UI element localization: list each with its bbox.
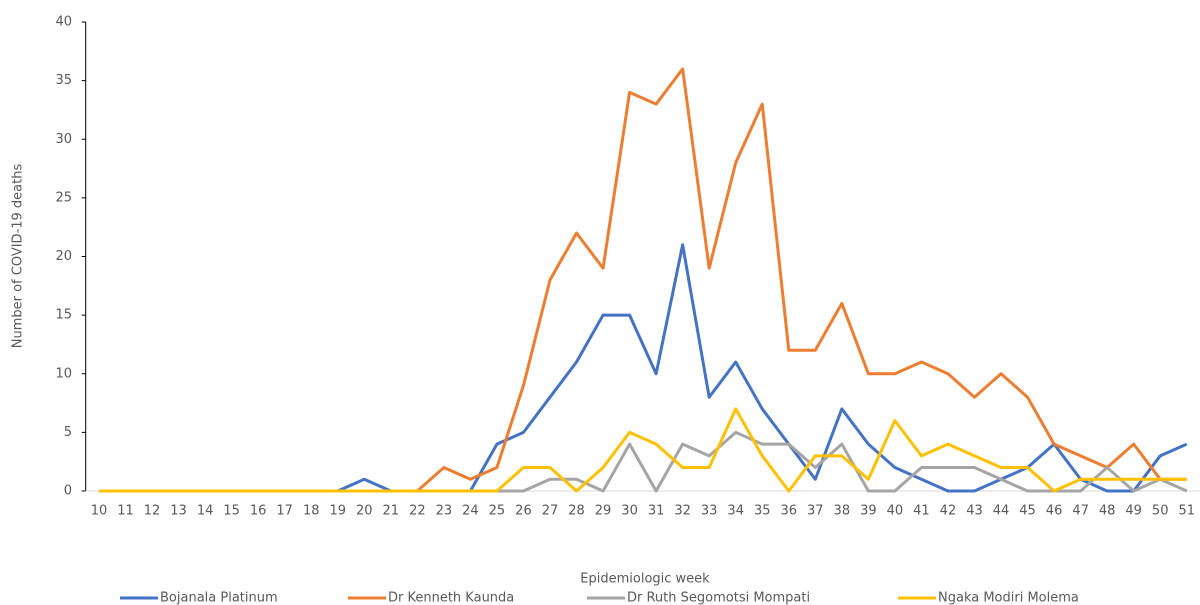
x-tick-label: 18 [303,504,320,519]
x-tick-label: 31 [648,504,665,519]
x-tick-label: 25 [489,504,506,519]
x-tick-label: 36 [780,504,797,519]
x-tick-label: 19 [329,504,346,519]
x-tick-label: 21 [383,504,400,519]
y-tick-label: 30 [55,132,72,147]
series-line [98,407,1187,493]
x-tick-label: 40 [887,504,904,519]
y-tick-label: 5 [64,425,72,440]
y-tick-label: 35 [55,73,72,88]
x-tick-label: 17 [276,504,293,519]
x-tick-label: 47 [1072,504,1089,519]
x-tick-label: 16 [250,504,267,519]
x-tick-label: 27 [542,504,559,519]
x-axis-title: Epidemiologic week [580,572,710,587]
x-tick-label: 51 [1178,504,1195,519]
y-tick-label: 15 [55,308,72,323]
x-tick-label: 23 [436,504,453,519]
x-tick-label: 50 [1152,504,1169,519]
x-tick-label: 39 [860,504,877,519]
x-tick-label: 11 [117,504,134,519]
x-tick-label: 38 [834,504,851,519]
x-tick-label: 29 [595,504,612,519]
y-tick-label: 40 [55,15,72,30]
series-line [98,67,1187,493]
x-tick-label: 41 [913,504,930,519]
x-tick-label: 35 [754,504,771,519]
x-tick-label: 28 [568,504,585,519]
y-tick-label: 25 [55,190,72,205]
series-line [98,243,1188,493]
x-tick-label: 44 [993,504,1010,519]
x-tick-label: 13 [170,504,187,519]
x-tick-label: 49 [1125,504,1142,519]
x-tick-label: 15 [223,504,240,519]
x-tick-label: 14 [197,504,214,519]
x-tick-label: 34 [727,504,744,519]
x-tick-label: 46 [1046,504,1063,519]
x-tick-label: 32 [674,504,691,519]
x-tick-label: 20 [356,504,373,519]
x-tick-label: 43 [966,504,983,519]
x-tick-label: 12 [144,504,161,519]
x-tick-label: 24 [462,504,479,519]
legend-label: Ngaka Modiri Molema [938,591,1079,605]
x-tick-label: 33 [701,504,718,519]
x-tick-label: 10 [91,504,108,519]
x-tick-label: 22 [409,504,426,519]
y-tick-label: 20 [55,249,72,264]
legend-label: Dr Ruth Segomotsi Mompati [627,591,810,605]
y-axis-title: Number of COVID-19 deaths [11,164,26,349]
x-tick-label: 42 [940,504,957,519]
x-tick-label: 45 [1019,504,1036,519]
x-tick-label: 37 [807,504,824,519]
legend-label: Dr Kenneth Kaunda [388,591,514,605]
x-tick-label: 30 [621,504,638,519]
x-tick-label: 48 [1099,504,1116,519]
series-line [98,430,1188,493]
legend-label: Bojanala Platinum [160,591,278,605]
y-tick-label: 10 [55,366,72,381]
x-tick-label: 26 [515,504,532,519]
y-tick-label: 0 [64,484,72,499]
